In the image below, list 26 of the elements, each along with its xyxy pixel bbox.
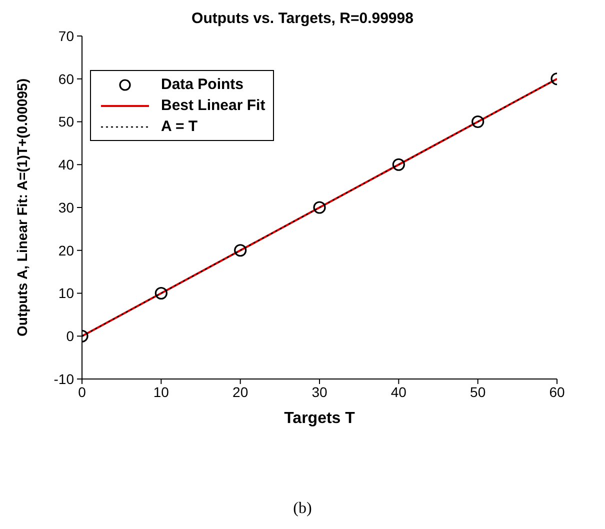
point bbox=[313, 201, 326, 214]
y-tick-label: 60 bbox=[58, 70, 74, 87]
x-tick-label: 10 bbox=[153, 384, 170, 400]
y-tick-label: 70 bbox=[58, 28, 74, 44]
legend-label: A = T bbox=[161, 118, 198, 135]
y-tick-label: 30 bbox=[58, 199, 74, 216]
y-tick-label: 40 bbox=[58, 156, 74, 173]
point bbox=[234, 244, 247, 257]
legend-label: Best Linear Fit bbox=[161, 97, 266, 114]
y-tick-label: 20 bbox=[58, 242, 74, 258]
x-axis-title: Targets T bbox=[284, 410, 356, 427]
x-tick-label: 50 bbox=[470, 384, 486, 400]
y-axis-title: Outputs A, Linear Fit: A=(1)T+(0.00095) bbox=[14, 78, 30, 337]
text: (b) bbox=[292, 500, 313, 518]
chart-title: Outputs vs. Targets, R=0.99998 bbox=[192, 10, 414, 27]
legend-label: Data Points bbox=[161, 76, 244, 93]
x-tick-label: 40 bbox=[390, 384, 407, 400]
y-tick-label: 0 bbox=[66, 328, 74, 344]
point bbox=[392, 158, 405, 171]
y-tick-label: 50 bbox=[58, 114, 74, 130]
y-tick-label: 10 bbox=[58, 285, 74, 302]
x-tick-label: 0 bbox=[78, 384, 86, 400]
y-tick-label: -10 bbox=[54, 370, 74, 387]
x-tick-label: 20 bbox=[232, 384, 248, 400]
x-tick-label: 30 bbox=[312, 384, 328, 400]
x-tick-label: 60 bbox=[549, 384, 565, 400]
